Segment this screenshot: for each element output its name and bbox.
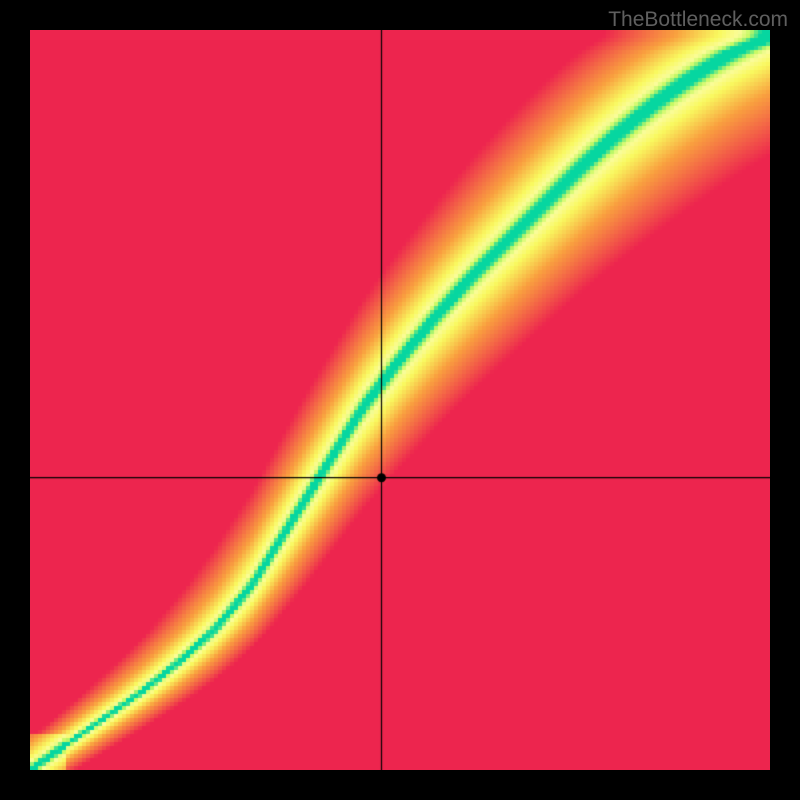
heatmap-chart (30, 30, 770, 770)
heatmap-canvas (30, 30, 770, 770)
watermark-text: TheBottleneck.com (608, 8, 788, 32)
chart-container: TheBottleneck.com (0, 0, 800, 800)
